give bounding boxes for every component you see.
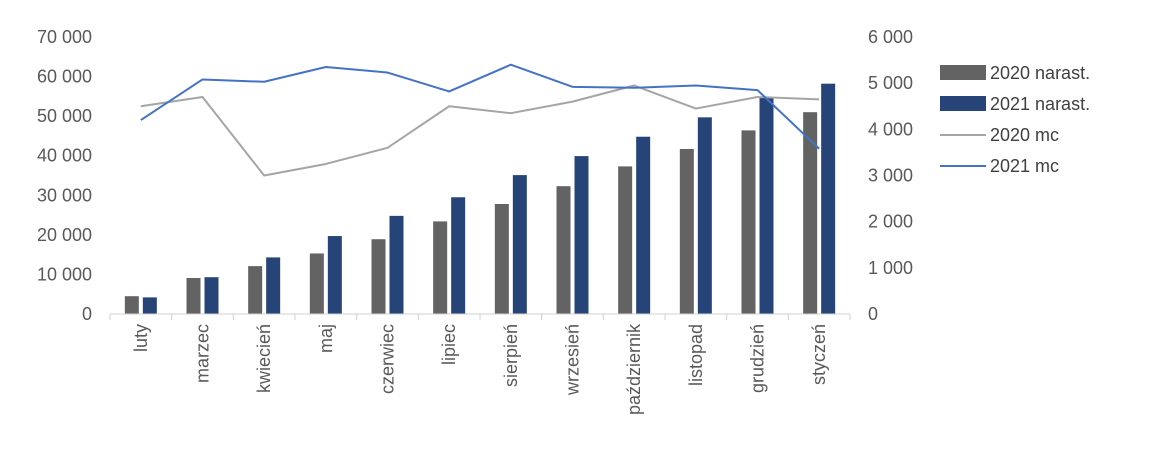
category-label: kwiecień [254,324,274,393]
bar-2021-narast--1 [204,277,219,314]
category-label: lipiec [439,324,459,365]
category-label: wrzesień [563,324,583,396]
legend-swatch [940,65,986,80]
left-tick-label: 60 000 [37,67,92,87]
bar-2021-narast--6 [512,175,527,314]
category-label: październik [624,323,644,415]
x-axis-labels: luty marzec kwiecień maj czerwiec lipiec sierp… [131,323,829,415]
line-2020-mc [140,84,820,177]
right-tick-label: 3 000 [868,166,913,186]
legend-label: 2021 narast. [990,94,1090,114]
right-tick-label: 4 000 [868,119,913,139]
line-series-group [140,63,820,177]
bar-2020-narast--6 [494,203,509,314]
bar-2021-narast--4 [389,215,404,314]
legend-label: 2020 narast. [990,63,1090,83]
bar-2020-narast--11 [803,112,818,314]
left-tick-label: 30 000 [37,185,92,205]
bar-2020-narast--7 [556,186,571,314]
bar-2020-narast--0 [124,296,139,314]
legend-swatch [940,96,986,111]
right-y-axis: 0 1 000 2 000 3 000 4 000 5 000 6 000 [868,27,913,324]
bar-2021-narast--5 [451,197,466,314]
line-2021-mc [140,63,820,150]
x-axis-ticks [109,314,851,320]
right-tick-label: 0 [868,304,878,324]
bar-2021-narast--10 [759,97,774,314]
category-label: sierpień [501,324,521,387]
right-tick-label: 6 000 [868,27,913,47]
bar-2021-narast--9 [697,117,712,314]
category-label: czerwiec [378,324,398,394]
bar-2021-narast--8 [636,136,651,314]
left-tick-label: 0 [82,304,92,324]
left-tick-label: 40 000 [37,146,92,166]
right-tick-label: 2 000 [868,212,913,232]
category-label: listopad [686,324,706,386]
bar-2021-narast--0 [142,297,157,314]
legend-label: 2020 mc [990,125,1059,145]
category-label: styczeń [809,324,829,385]
category-label: grudzień [748,324,768,393]
bar-2020-narast--10 [741,130,756,314]
bar-2020-narast--3 [309,253,324,314]
bar-2021-narast--11 [821,83,836,315]
bar-2020-narast--9 [679,148,694,314]
legend: 2020 narast. 2021 narast. 2020 mc 2021 mc [940,63,1090,176]
bar-2021-narast--3 [327,236,342,314]
bar-2020-narast--4 [371,239,386,314]
bar-2021-narast--2 [266,257,281,314]
left-y-axis: 0 10 000 20 000 30 000 40 000 50 000 60 000 70 … [37,27,92,324]
bar-2020-narast--8 [618,166,633,314]
right-tick-label: 5 000 [868,73,913,93]
left-tick-label: 50 000 [37,106,92,126]
category-label: maj [316,324,336,353]
bar-2020-narast--2 [248,266,263,314]
category-label: marzec [193,324,213,383]
bar-2020-narast--1 [186,277,201,314]
bar-2020-narast--5 [433,221,448,314]
left-tick-label: 20 000 [37,225,92,245]
bar-series-group [124,83,836,315]
bar-2021-narast--7 [574,156,589,314]
category-label: luty [131,324,151,352]
legend-label: 2021 mc [990,156,1059,176]
left-tick-label: 70 000 [37,27,92,47]
left-tick-label: 10 000 [37,264,92,284]
right-tick-label: 1 000 [868,258,913,278]
